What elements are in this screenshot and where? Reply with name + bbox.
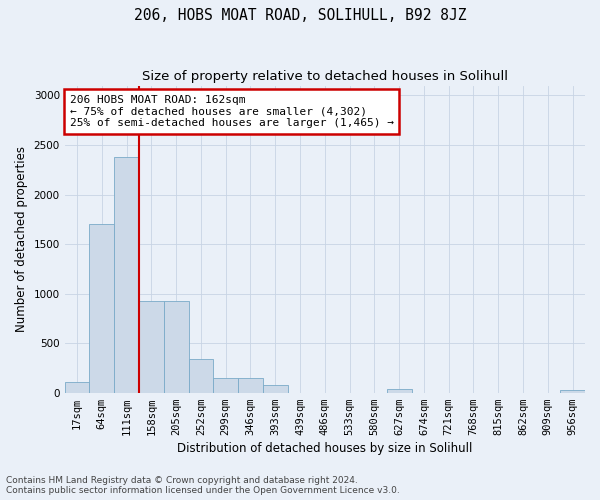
- Text: Contains HM Land Registry data © Crown copyright and database right 2024.
Contai: Contains HM Land Registry data © Crown c…: [6, 476, 400, 495]
- Bar: [238, 378, 263, 392]
- Bar: [164, 300, 188, 392]
- Bar: [89, 224, 114, 392]
- Text: 206, HOBS MOAT ROAD, SOLIHULL, B92 8JZ: 206, HOBS MOAT ROAD, SOLIHULL, B92 8JZ: [134, 8, 466, 22]
- Bar: [560, 390, 585, 392]
- Bar: [263, 385, 287, 392]
- Bar: [139, 300, 164, 392]
- Bar: [65, 382, 89, 392]
- Bar: [114, 157, 139, 392]
- Bar: [387, 389, 412, 392]
- Bar: [214, 378, 238, 392]
- Bar: [188, 359, 214, 392]
- Y-axis label: Number of detached properties: Number of detached properties: [15, 146, 28, 332]
- Title: Size of property relative to detached houses in Solihull: Size of property relative to detached ho…: [142, 70, 508, 83]
- Text: 206 HOBS MOAT ROAD: 162sqm
← 75% of detached houses are smaller (4,302)
25% of s: 206 HOBS MOAT ROAD: 162sqm ← 75% of deta…: [70, 95, 394, 128]
- X-axis label: Distribution of detached houses by size in Solihull: Distribution of detached houses by size …: [177, 442, 473, 455]
